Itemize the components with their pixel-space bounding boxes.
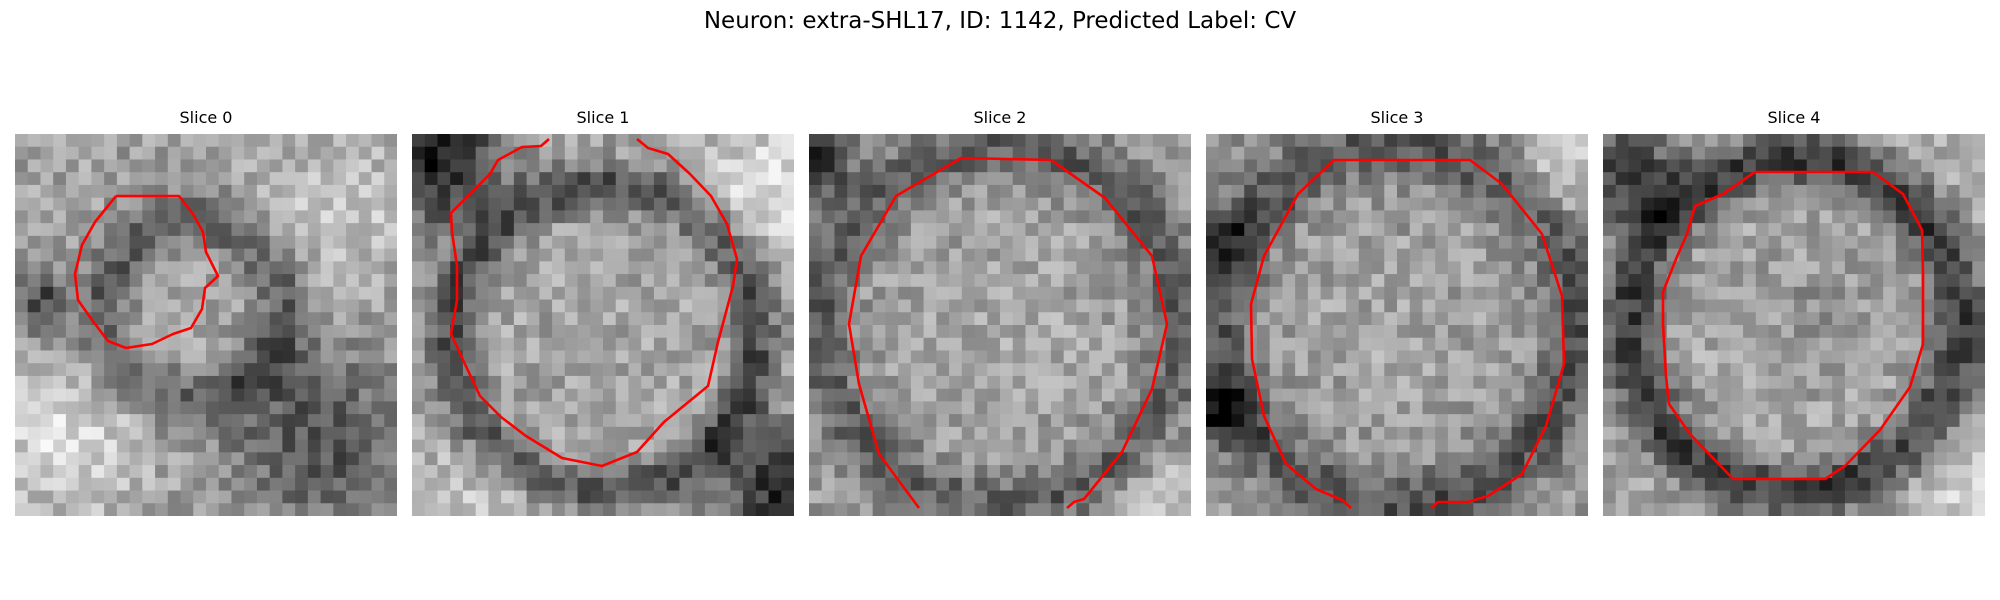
- segmentation-contour: [449, 137, 739, 468]
- segmentation-contour: [73, 194, 220, 350]
- slice-title-2: Slice 2: [973, 108, 1027, 127]
- slice-title-3: Slice 3: [1370, 108, 1424, 127]
- slice-title-1: Slice 1: [576, 108, 630, 127]
- segmentation-contour: [1249, 158, 1566, 509]
- slice-image-4: [1603, 134, 1985, 516]
- segmentation-contour: [847, 156, 1169, 509]
- grayscale-pixels: [809, 134, 1191, 516]
- figure-title: Neuron: extra-SHL17, ID: 1142, Predicted…: [703, 8, 1297, 34]
- slice-title-0: Slice 0: [179, 108, 233, 127]
- grayscale-pixels: [412, 134, 794, 516]
- slice-image-0: [15, 134, 397, 516]
- slice-image-2: [809, 134, 1191, 516]
- segmentation-contour: [1661, 170, 1925, 481]
- grayscale-pixels: [1603, 134, 1985, 516]
- grayscale-pixels: [1206, 134, 1588, 516]
- slice-title-4: Slice 4: [1767, 108, 1821, 127]
- slice-image-1: [412, 134, 794, 516]
- slice-image-3: [1206, 134, 1588, 516]
- grayscale-pixels: [15, 134, 397, 516]
